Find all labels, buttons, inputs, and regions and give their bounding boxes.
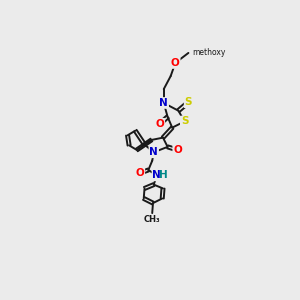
Text: O: O xyxy=(136,168,144,178)
Text: H: H xyxy=(159,170,167,180)
Text: O: O xyxy=(173,145,182,155)
Text: N: N xyxy=(152,170,161,180)
Text: N: N xyxy=(159,98,168,108)
Text: O: O xyxy=(171,58,180,68)
Text: methoxy: methoxy xyxy=(192,48,226,57)
Text: S: S xyxy=(185,97,192,107)
Text: N: N xyxy=(149,147,158,157)
Text: CH₃: CH₃ xyxy=(144,215,160,224)
Text: S: S xyxy=(181,116,188,127)
Text: O: O xyxy=(155,119,164,129)
